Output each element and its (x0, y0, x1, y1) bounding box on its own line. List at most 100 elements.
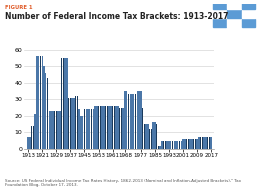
Bar (114, 106, 115, 149)
Bar (100, 106, 101, 149)
Bar (61, 58, 62, 149)
Bar (75, 96, 76, 149)
Bar (144, 124, 145, 149)
Bar (110, 106, 112, 149)
Bar (82, 116, 83, 149)
Bar (96, 106, 97, 149)
Bar (170, 141, 171, 149)
Bar (242, 1, 255, 9)
Bar (112, 106, 113, 149)
Bar (41, 56, 43, 149)
Bar (202, 137, 203, 149)
Bar (40, 56, 41, 149)
Bar (242, 10, 255, 18)
Bar (70, 98, 71, 149)
Bar (63, 58, 64, 149)
Bar (68, 98, 69, 149)
Bar (89, 109, 90, 149)
Bar (98, 106, 99, 149)
Bar (163, 141, 164, 149)
Bar (182, 139, 184, 149)
Bar (149, 129, 150, 149)
Bar (98, 106, 99, 149)
Bar (151, 129, 152, 149)
Bar (47, 78, 48, 149)
Bar (167, 141, 168, 149)
Bar (103, 106, 105, 149)
Bar (126, 91, 127, 149)
Bar (40, 56, 41, 149)
Bar (189, 139, 191, 149)
Bar (63, 58, 64, 149)
Bar (165, 141, 166, 149)
Bar (57, 111, 59, 149)
Bar (89, 109, 91, 149)
Bar (133, 94, 134, 149)
Bar (84, 109, 85, 149)
Text: Number of Federal Income Tax Brackets: 1913-2017: Number of Federal Income Tax Brackets: 1… (5, 12, 229, 21)
Bar (66, 58, 68, 149)
Bar (45, 73, 46, 149)
Bar (33, 126, 34, 149)
Bar (107, 106, 108, 149)
Bar (209, 137, 210, 149)
Bar (135, 94, 136, 149)
Bar (87, 109, 89, 149)
Bar (128, 94, 129, 149)
Bar (122, 108, 124, 149)
Bar (191, 139, 192, 149)
Bar (186, 139, 187, 149)
Bar (52, 111, 54, 149)
Bar (145, 124, 147, 149)
Bar (80, 116, 82, 149)
Bar (165, 141, 166, 149)
Bar (161, 141, 163, 149)
Bar (35, 114, 36, 149)
Bar (177, 141, 178, 149)
Bar (152, 122, 154, 149)
Bar (158, 146, 159, 149)
Bar (36, 56, 38, 149)
Bar (27, 137, 29, 149)
Bar (205, 137, 207, 149)
Bar (54, 111, 55, 149)
Bar (78, 109, 80, 149)
Text: TPC: TPC (225, 33, 245, 42)
Bar (117, 106, 119, 149)
Bar (174, 141, 175, 149)
Bar (179, 141, 180, 149)
Bar (31, 126, 32, 149)
Bar (50, 111, 52, 149)
Bar (72, 98, 73, 149)
Bar (168, 141, 170, 149)
Bar (137, 91, 138, 149)
Text: FIGURE 1: FIGURE 1 (5, 5, 33, 10)
Bar (112, 106, 113, 149)
Bar (204, 137, 205, 149)
Bar (149, 129, 150, 149)
Bar (227, 1, 241, 9)
Bar (209, 137, 210, 149)
Bar (158, 146, 159, 149)
Bar (138, 91, 140, 149)
Bar (181, 141, 182, 149)
Bar (43, 66, 45, 149)
Bar (140, 91, 142, 149)
Bar (124, 91, 126, 149)
Bar (105, 106, 106, 149)
Bar (101, 106, 103, 149)
Bar (175, 141, 177, 149)
Bar (172, 141, 173, 149)
Bar (184, 139, 186, 149)
Bar (29, 137, 31, 149)
Bar (114, 106, 115, 149)
Bar (186, 139, 187, 149)
Bar (121, 108, 122, 149)
Bar (213, 10, 227, 18)
Bar (42, 56, 43, 149)
Bar (47, 78, 48, 149)
Bar (64, 58, 66, 149)
Bar (188, 139, 189, 149)
Text: Source: US Federal Individual Income Tax Rates History, 1862-2013 (Nominal and I: Source: US Federal Individual Income Tax… (5, 179, 241, 187)
Bar (91, 109, 92, 149)
